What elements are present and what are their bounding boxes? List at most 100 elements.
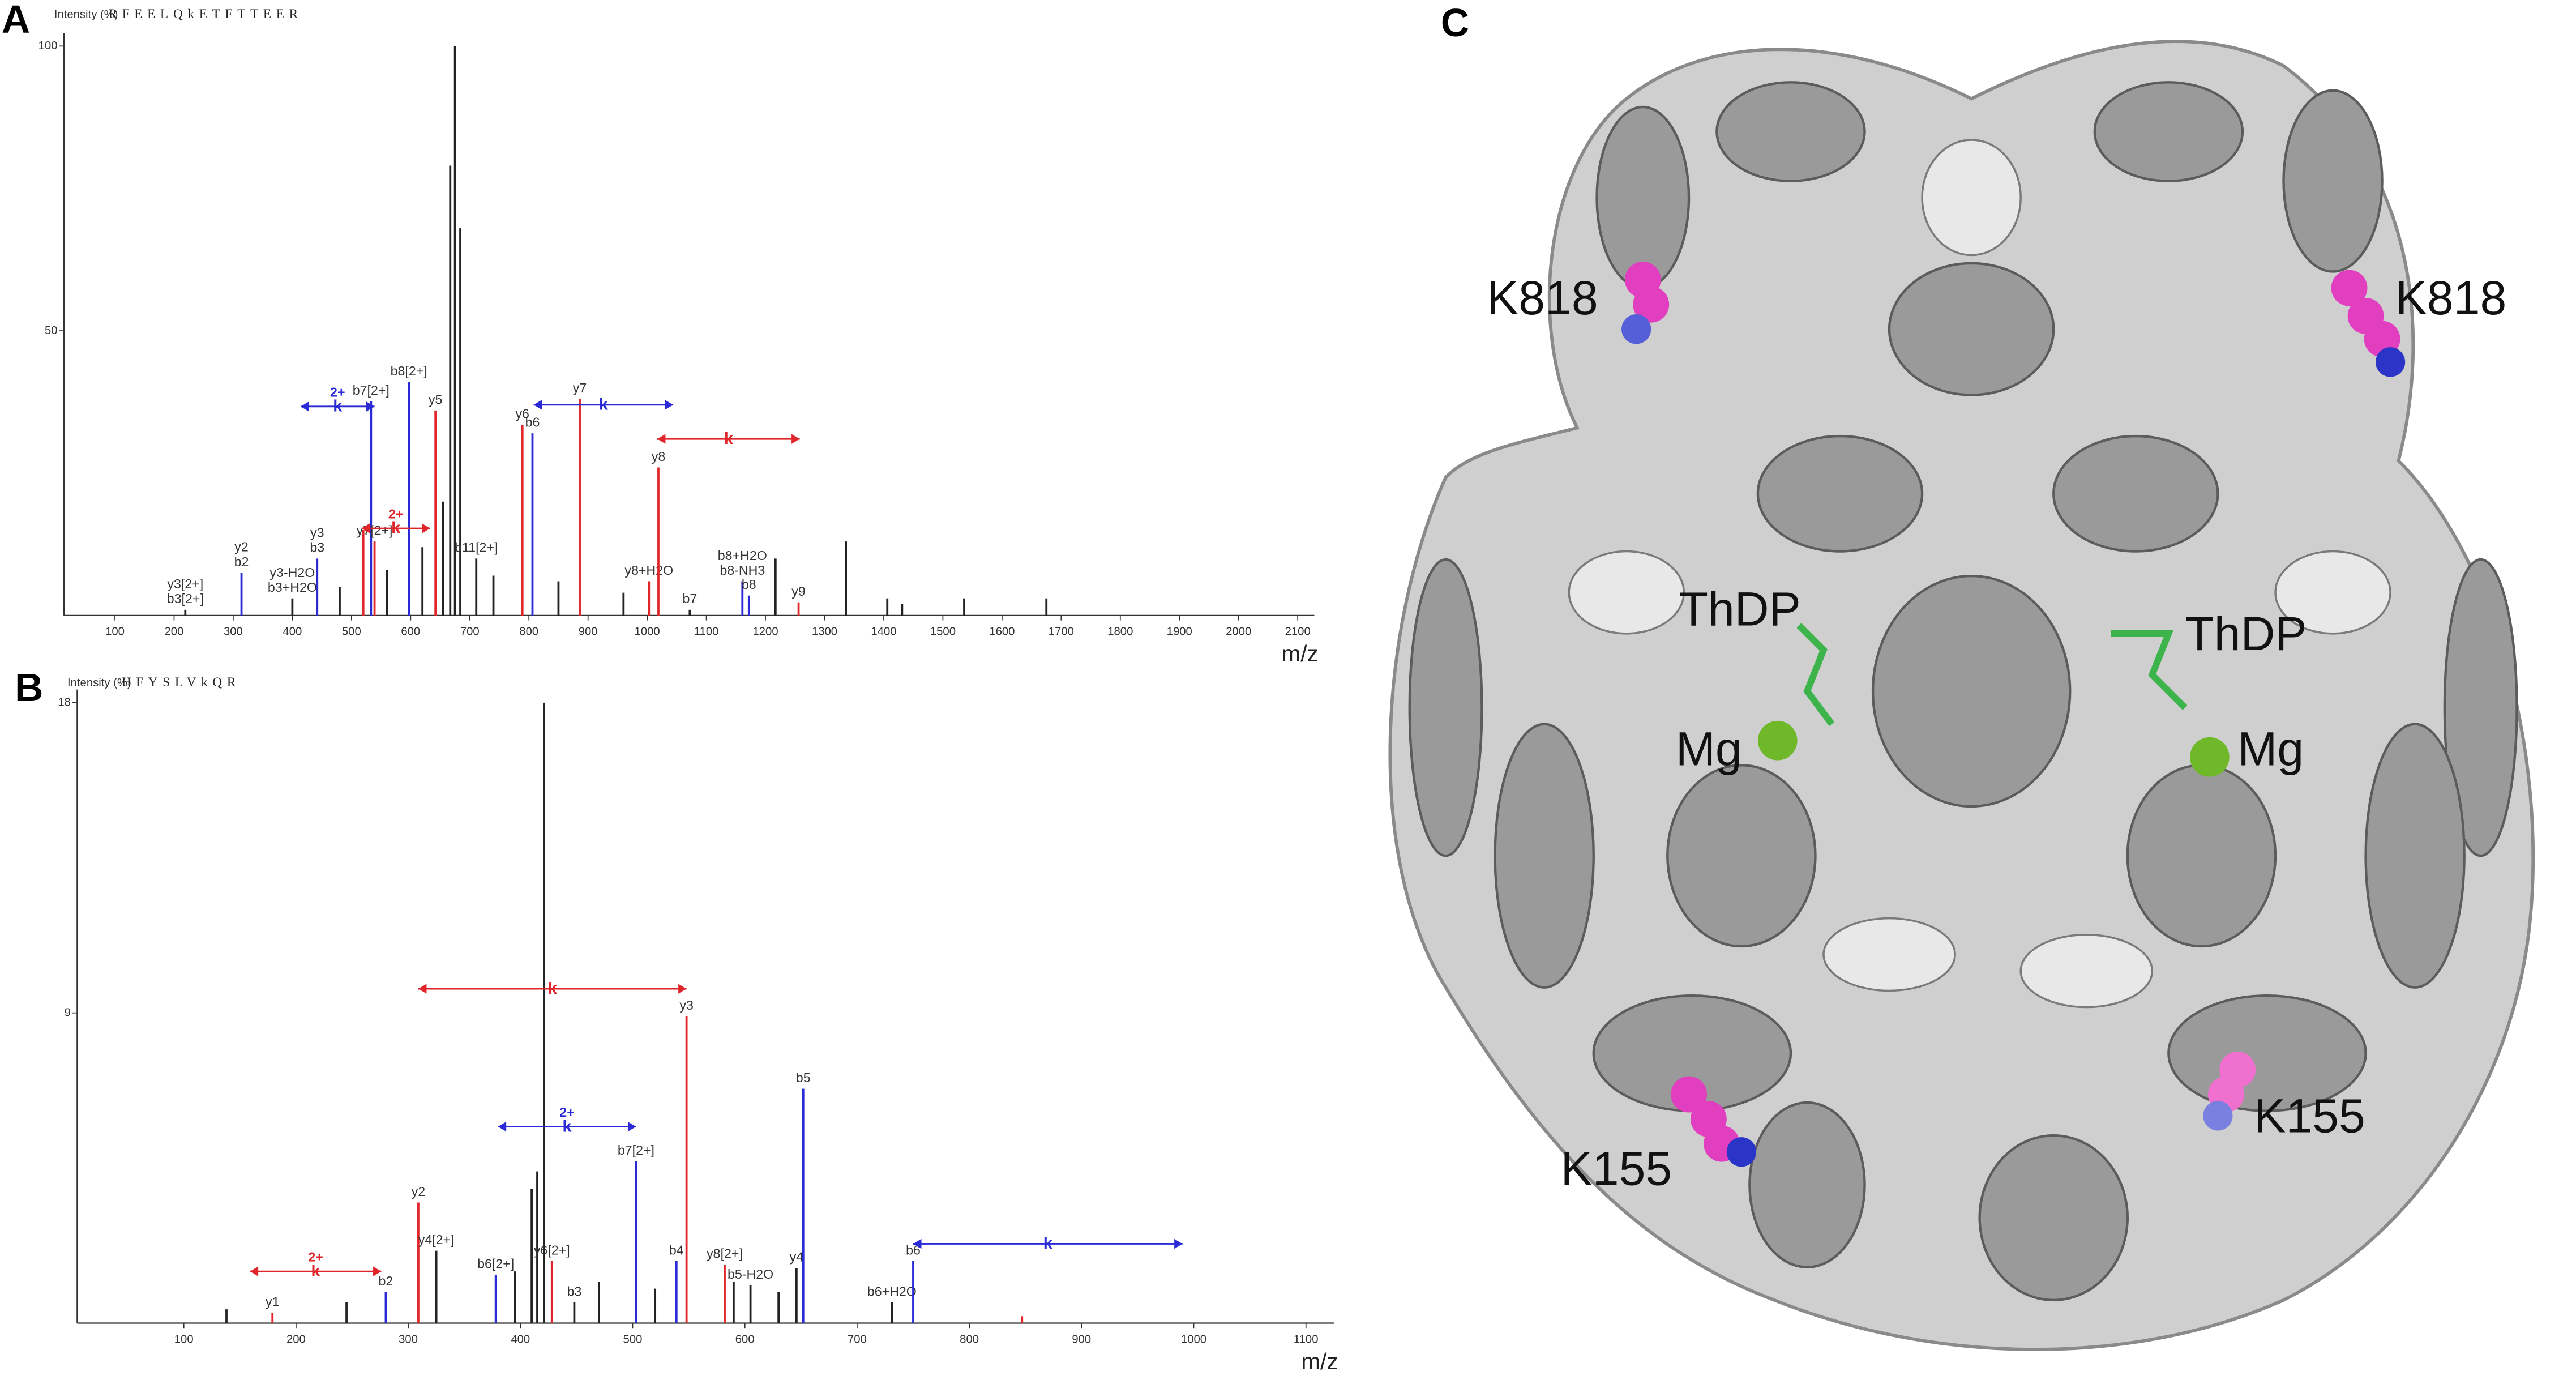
peak-label: y4: [790, 1249, 804, 1264]
x-tick-label: 1100: [1294, 1333, 1319, 1345]
residue-label: K818: [2395, 271, 2507, 324]
peak-label: b8-NH3: [720, 563, 765, 578]
shift-label: k: [333, 398, 343, 416]
residue-label: K818: [1487, 271, 1598, 324]
helices: [1408, 81, 2518, 1301]
peak-label: y5: [429, 392, 443, 407]
peak-label: b8+H2O: [718, 548, 767, 563]
arrow-head: [791, 434, 800, 444]
shift-label: k: [724, 430, 734, 448]
x-tick-label: 900: [1072, 1333, 1091, 1345]
arrow-head: [665, 400, 674, 410]
lysine-spheres: [1621, 262, 2406, 1167]
x-tick-label: 400: [511, 1333, 530, 1345]
x-tick-label: 700: [848, 1333, 867, 1345]
shift-charge: 2+: [308, 1250, 323, 1265]
peak-label: b7[2+]: [353, 383, 390, 398]
x-tick-label: 300: [399, 1333, 418, 1345]
sequence: RFEELQkETFTTEER: [109, 7, 303, 22]
peak-label: y7: [573, 381, 587, 395]
x-tick-label: 400: [283, 626, 302, 638]
x-tick-label: 1700: [1049, 626, 1074, 638]
residue-label: K155: [2254, 1089, 2365, 1142]
peak-label: b7: [682, 591, 697, 606]
shift-charge: 2+: [388, 507, 403, 522]
peak-label: y2: [234, 540, 249, 554]
protein-structure: [1388, 40, 2535, 1351]
peak-label: b6[2+]: [477, 1257, 514, 1271]
sequence: HFYSLVkQR: [122, 675, 241, 690]
peak-label: y4[2+]: [418, 1232, 455, 1247]
x-tick-label: 700: [460, 626, 480, 638]
peak-label: y3: [679, 998, 694, 1013]
peak-label: b5-H2O: [728, 1267, 773, 1282]
sheets: [1568, 139, 2391, 1009]
ion-label: Mg: [1676, 722, 1742, 775]
x-tick-label: 2100: [1285, 626, 1311, 638]
peak-label: y3: [310, 526, 324, 540]
y-tick-label: 18: [58, 697, 71, 709]
shift-label: k: [311, 1262, 320, 1280]
x-tick-label: 500: [623, 1333, 643, 1345]
arrow-head: [678, 984, 687, 994]
ligands: [1757, 623, 2230, 777]
x-tick-label: 1100: [694, 626, 719, 638]
x-tick-label: 1600: [989, 626, 1015, 638]
peak-label: b7[2+]: [618, 1143, 654, 1157]
x-tick-label: 900: [579, 626, 598, 638]
arrow-head: [1174, 1238, 1183, 1249]
peak-label: b3: [310, 540, 324, 555]
peak-label: y8: [652, 449, 666, 464]
peak-label: b3[2+]: [167, 591, 204, 606]
x-tick-label: 2000: [1226, 626, 1251, 638]
y-tick-label: 50: [45, 324, 58, 337]
x-tick-label: 100: [105, 626, 125, 638]
peak-label: b6+H2O: [867, 1284, 917, 1298]
x-tick-label: 1900: [1167, 626, 1192, 638]
x-tick-label: 800: [519, 626, 538, 638]
peak-label: y8[2+]: [707, 1246, 743, 1261]
peak-label: y8+H2O: [624, 563, 673, 578]
ion-label: Mg: [2237, 722, 2304, 775]
panel-letter: B: [15, 665, 43, 710]
peak-label: y6: [515, 406, 529, 421]
x-tick-label: 200: [165, 626, 184, 638]
peak-label: y3-H2O: [269, 565, 315, 580]
peak-label: b8[2+]: [391, 364, 427, 378]
x-tick-label: 1500: [930, 626, 956, 638]
arrow-head: [301, 401, 309, 412]
x-tick-label: 1800: [1107, 626, 1133, 638]
peak-label: y7[2+]: [357, 523, 393, 538]
x-tick-label: 1200: [752, 626, 778, 638]
y-tick-label: 9: [64, 1006, 70, 1019]
x-axis-label: m/z: [1301, 1348, 1338, 1374]
x-tick-label: 1300: [812, 626, 837, 638]
panel-letter: A: [2, 0, 30, 41]
peak-label: b3: [567, 1284, 582, 1298]
shift-label: k: [1043, 1235, 1053, 1253]
arrow-head: [422, 523, 430, 533]
peak-label: b5: [796, 1070, 811, 1085]
x-tick-label: 600: [735, 1333, 755, 1345]
arrow-head: [361, 523, 370, 533]
arrow-head: [418, 984, 427, 994]
peak-label: b3+H2O: [268, 580, 317, 595]
shift-charge: 2+: [559, 1105, 574, 1120]
y-tick-label: 100: [38, 40, 58, 52]
arrow-head: [627, 1121, 636, 1132]
shift-label: k: [599, 396, 609, 414]
arrow-head: [373, 1266, 382, 1276]
y-axis-label: Intensity (%): [54, 8, 118, 21]
arrow-head: [913, 1238, 922, 1249]
shift-label: k: [562, 1117, 572, 1135]
peak-label: y6[2+]: [534, 1242, 570, 1257]
peak-label: b8: [742, 577, 756, 592]
x-tick-label: 1000: [1181, 1333, 1206, 1345]
x-tick-label: 1000: [635, 626, 660, 638]
panel-letter: C: [1441, 1, 1469, 45]
peak-label: b11[2+]: [455, 540, 498, 555]
peak-label: b6: [525, 415, 540, 429]
x-axis-label: m/z: [1281, 640, 1318, 667]
shift-label: k: [548, 980, 558, 998]
